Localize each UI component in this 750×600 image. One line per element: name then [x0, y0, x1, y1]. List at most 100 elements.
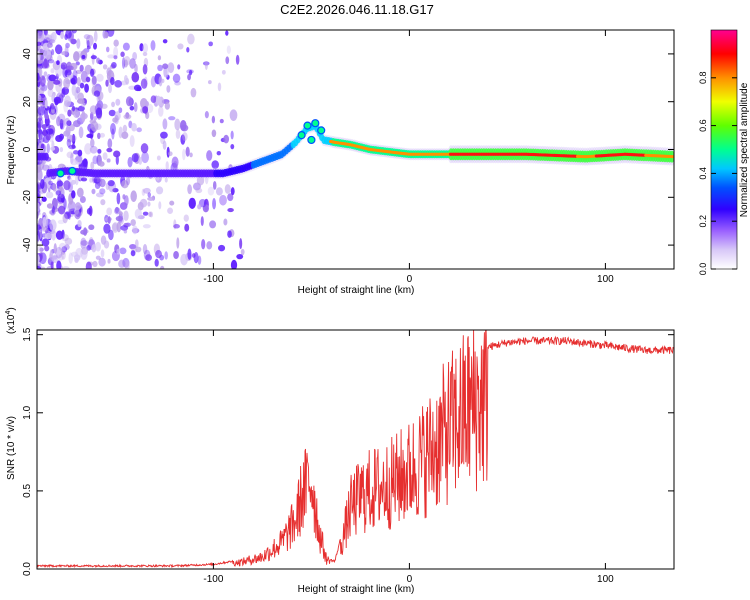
noise-blob: [91, 75, 97, 85]
colorbar-tick-label: 0.0: [698, 263, 708, 276]
snr-x-axis: -100 0 100: [203, 330, 614, 585]
noise-blob: [90, 68, 95, 77]
noise-blob: [167, 207, 174, 214]
noise-blob: [132, 51, 138, 61]
noise-blob: [80, 177, 88, 182]
noise-blob: [70, 158, 78, 166]
noise-blob: [174, 81, 181, 86]
noise-blob: [160, 265, 165, 269]
noise-blob: [114, 80, 122, 88]
noise-blob: [38, 115, 43, 121]
noise-blob: [57, 205, 66, 215]
noise-blob: [240, 248, 245, 256]
y-tick-label: -40: [22, 237, 33, 252]
noise-blob: [37, 31, 44, 43]
noise-blob: [37, 230, 40, 242]
noise-blob: [145, 254, 152, 262]
svg-text:(x104): (x104): [5, 307, 17, 334]
noise-blob: [61, 246, 68, 253]
noise-blob: [121, 57, 126, 69]
noise-blob: [142, 224, 151, 229]
noise-blob: [52, 79, 61, 85]
noise-blob: [142, 106, 148, 114]
noise-blob: [157, 64, 163, 72]
noise-blob: [131, 153, 139, 163]
noise-blob: [225, 30, 229, 36]
noise-blob: [157, 55, 162, 61]
noise-blob: [95, 107, 103, 119]
noise-blob: [103, 223, 111, 234]
noise-blob: [55, 246, 63, 259]
noise-blob: [68, 144, 77, 150]
noise-blob: [37, 32, 40, 41]
colorbar-tick-label: 0.8: [698, 72, 708, 85]
noise-blob: [49, 219, 57, 232]
noise-blob: [125, 96, 133, 107]
noise-blob: [90, 138, 95, 148]
noise-blob: [204, 111, 209, 119]
noise-blob: [92, 155, 99, 165]
noise-blob: [44, 245, 50, 252]
snr-y-label: SNR (10 * v/v): [6, 416, 17, 480]
noise-blob: [182, 132, 188, 142]
noise-blob: [224, 184, 231, 194]
noise-blob: [100, 249, 105, 258]
track-blob: [68, 166, 77, 176]
noise-blob: [212, 180, 217, 190]
noise-blob: [188, 69, 193, 76]
noise-blob: [37, 119, 42, 131]
noise-blob: [86, 39, 90, 48]
noise-blob: [100, 235, 107, 245]
noise-blob: [98, 257, 106, 267]
colorbar-ticks: 0.0 0.2 0.4 0.6 0.8: [698, 72, 737, 276]
noise-blob: [86, 208, 92, 215]
noise-blob: [44, 214, 48, 227]
noise-blob: [51, 254, 59, 263]
noise-blob: [43, 71, 48, 77]
noise-blob: [129, 58, 136, 69]
noise-blob: [61, 51, 68, 56]
noise-blob: [195, 187, 203, 194]
noise-blob: [37, 129, 40, 134]
noise-blob: [122, 194, 126, 200]
noise-blob: [40, 179, 45, 190]
spectrogram-noise-layer: [37, 30, 245, 269]
noise-blob: [44, 99, 48, 109]
noise-blob: [107, 179, 115, 187]
noise-blob: [37, 183, 40, 194]
noise-blob: [76, 98, 85, 104]
noise-blob: [37, 245, 43, 252]
noise-blob: [111, 128, 115, 140]
noise-blob: [58, 242, 67, 252]
noise-blob: [162, 118, 168, 130]
noise-blob: [37, 95, 42, 102]
noise-blob: [91, 188, 96, 195]
noise-blob: [133, 102, 138, 113]
noise-blob: [54, 98, 59, 106]
noise-blob: [107, 138, 113, 149]
noise-blob: [230, 130, 234, 140]
noise-blob: [218, 244, 226, 252]
noise-blob: [102, 64, 108, 70]
noise-blob: [113, 46, 119, 59]
noise-blob: [134, 239, 139, 248]
noise-blob: [37, 88, 40, 100]
noise-blob: [42, 164, 50, 171]
noise-blob: [100, 199, 106, 206]
noise-blob: [65, 65, 74, 71]
noise-blob: [140, 97, 148, 109]
noise-blob: [92, 260, 98, 268]
noise-blob: [142, 187, 151, 194]
noise-blob: [187, 73, 191, 81]
noise-blob: [225, 56, 230, 65]
x-tick-label: 0: [407, 574, 413, 585]
noise-blob: [85, 76, 91, 83]
noise-blob: [183, 214, 189, 222]
noise-blob: [44, 34, 53, 41]
noise-blob: [73, 51, 80, 62]
y-tick-label: 40: [22, 48, 33, 60]
noise-blob: [129, 105, 135, 111]
noise-blob: [86, 133, 94, 139]
noise-blob: [229, 109, 238, 121]
track-core: [670, 154, 674, 159]
